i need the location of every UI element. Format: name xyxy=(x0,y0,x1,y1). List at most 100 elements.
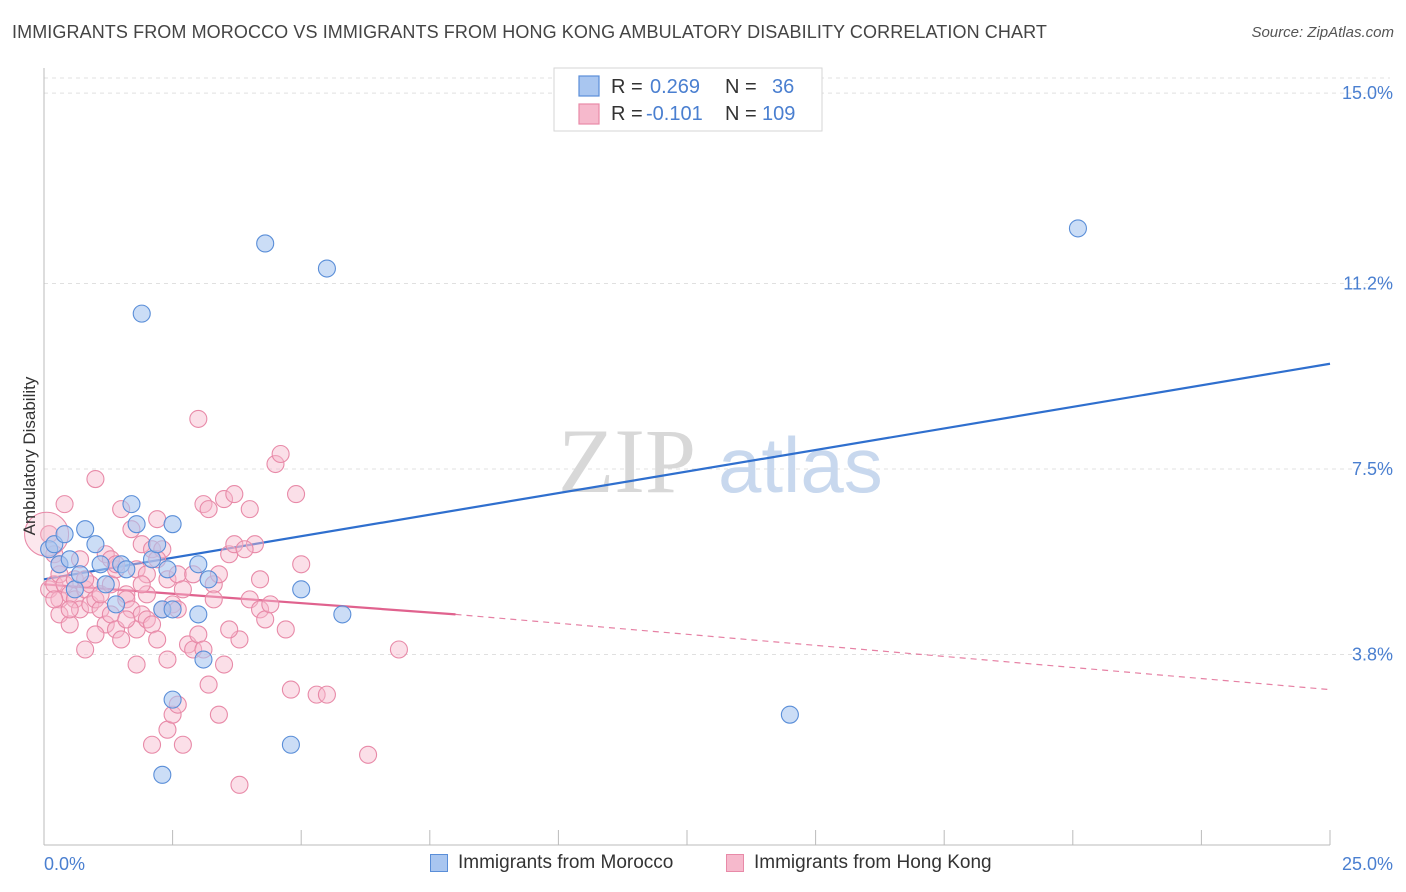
hongkong-point xyxy=(250,600,270,619)
hongkong-point xyxy=(189,409,208,428)
hongkong-legend-label: Immigrants from Hong Kong xyxy=(754,852,992,873)
morocco-point xyxy=(55,525,74,544)
hongkong-point xyxy=(256,610,275,629)
hongkong-swatch xyxy=(726,854,744,872)
morocco-point xyxy=(163,690,182,709)
chart-title: IMMIGRANTS FROM MOROCCO VS IMMIGRANTS FR… xyxy=(12,22,1047,42)
hongkong-point xyxy=(137,610,156,629)
hongkong-point xyxy=(214,490,234,509)
bottom-legend-hongkong: Immigrants from Hong Kong xyxy=(726,852,992,874)
legend-r-value-1: 0.269 xyxy=(650,76,700,98)
hongkong-point xyxy=(281,680,300,699)
morocco-point xyxy=(91,555,110,574)
hongkong-point xyxy=(261,595,280,614)
morocco-point xyxy=(333,605,352,624)
morocco-point xyxy=(194,650,213,669)
morocco-point xyxy=(65,580,84,599)
hongkong-points xyxy=(24,409,408,794)
hongkong-point xyxy=(209,705,228,724)
hongkong-point xyxy=(266,454,285,474)
y-tick-label: 7.5% xyxy=(1352,459,1393,479)
morocco-point xyxy=(189,555,208,574)
y-tick-label: 11.2% xyxy=(1343,274,1393,294)
morocco-legend-label: Immigrants from Morocco xyxy=(458,852,674,873)
morocco-point xyxy=(117,560,136,579)
hongkong-point xyxy=(307,685,326,704)
hongkong-point xyxy=(142,735,162,754)
morocco-point xyxy=(281,735,300,754)
legend-r-label-2: R = xyxy=(611,103,643,125)
hongkong-point xyxy=(276,620,295,639)
hongkong-point xyxy=(199,500,218,519)
hongkong-point xyxy=(148,510,167,529)
morocco-point xyxy=(189,605,208,624)
y-tick-label: 3.8% xyxy=(1352,645,1393,665)
hongkong-point xyxy=(250,570,270,589)
morocco-point xyxy=(132,304,151,323)
morocco-point xyxy=(96,575,115,594)
x-tick-label-min: 0.0% xyxy=(44,854,85,874)
watermark: ZIP atlas xyxy=(558,410,883,512)
morocco-points xyxy=(40,219,1087,784)
morocco-point xyxy=(256,234,275,253)
morocco-point xyxy=(317,259,336,278)
hongkong-point xyxy=(204,590,223,609)
hongkong-trend-extension xyxy=(455,613,1331,691)
morocco-point xyxy=(122,495,141,514)
hongkong-point xyxy=(225,535,244,554)
hongkong-point xyxy=(235,540,254,559)
hongkong-point xyxy=(287,485,306,504)
hongkong-point xyxy=(132,575,151,594)
hongkong-point xyxy=(189,625,208,644)
hongkong-point xyxy=(317,685,336,704)
morocco-point xyxy=(158,560,177,579)
morocco-point xyxy=(148,535,167,554)
legend-n-value-1: 36 xyxy=(772,76,794,98)
morocco-point xyxy=(86,535,105,554)
hongkong-point xyxy=(194,495,213,514)
grid-lines xyxy=(44,77,1390,656)
hongkong-point xyxy=(60,615,79,634)
morocco-point xyxy=(163,600,182,619)
axes xyxy=(43,68,1331,846)
hongkong-point xyxy=(86,470,105,489)
hongkong-point xyxy=(225,485,244,504)
legend-n-label-2: N = xyxy=(725,103,757,125)
morocco-point xyxy=(292,580,311,599)
hongkong-point xyxy=(214,655,234,674)
hongkong-point xyxy=(158,720,177,739)
morocco-point xyxy=(60,550,79,569)
y-tick-label: 15.0% xyxy=(1342,83,1393,103)
morocco-trend-line xyxy=(43,362,1331,581)
morocco-point xyxy=(163,515,182,534)
hongkong-point xyxy=(245,535,264,554)
hongkong-point xyxy=(199,675,218,694)
hongkong-point xyxy=(292,555,311,574)
source-label: Source: ZipAtlas.com xyxy=(1251,24,1394,41)
legend-morocco-swatch xyxy=(578,75,600,97)
x-tick-label-max: 25.0% xyxy=(1342,854,1393,874)
hongkong-point xyxy=(389,640,408,659)
hongkong-point xyxy=(271,444,290,464)
hongkong-point xyxy=(127,655,146,674)
y-axis-label: Ambulatory Disability xyxy=(20,376,39,535)
hongkong-point xyxy=(117,610,136,629)
morocco-swatch xyxy=(430,854,448,872)
hongkong-point xyxy=(112,630,131,649)
hongkong-point xyxy=(240,500,259,519)
legend-hongkong-swatch xyxy=(578,103,600,125)
morocco-point xyxy=(127,515,146,534)
morocco-point xyxy=(76,520,95,539)
morocco-point xyxy=(106,595,126,614)
hongkong-point xyxy=(76,640,95,659)
legend-r-value-2: -0.101 xyxy=(646,103,703,125)
morocco-point xyxy=(70,565,90,584)
hongkong-point xyxy=(173,735,192,754)
hongkong-point xyxy=(359,745,378,764)
hongkong-point xyxy=(142,615,162,634)
tick-labels: 3.8% 7.5% 11.2% 15.0% 0.0% 25.0% xyxy=(44,83,1393,874)
morocco-point xyxy=(1068,219,1087,238)
hongkong-point xyxy=(60,600,79,619)
hongkong-point xyxy=(86,590,105,609)
